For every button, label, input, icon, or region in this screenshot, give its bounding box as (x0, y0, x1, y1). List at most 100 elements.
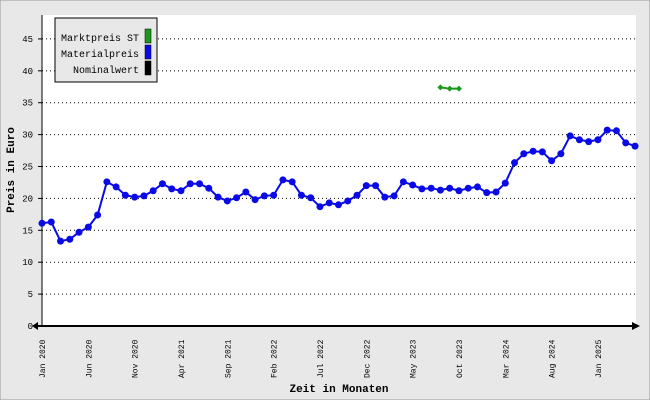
x-tick-label: Jan 2025 (595, 339, 604, 378)
marker (131, 193, 139, 201)
marker (603, 126, 611, 134)
marker (186, 180, 194, 188)
marker (455, 187, 463, 195)
x-tick-label: Oct 2023 (456, 339, 465, 378)
marker (214, 193, 222, 201)
marker (149, 187, 157, 195)
y-tick-label: 15 (22, 226, 33, 236)
x-tick-label: Jul 2022 (317, 339, 326, 378)
marker (362, 182, 370, 190)
marker (260, 192, 268, 200)
x-tick-label: May 2023 (410, 339, 419, 378)
marker (196, 180, 204, 188)
marker (612, 127, 620, 135)
marker (446, 184, 454, 192)
x-axis-label: Zeit in Monaten (289, 384, 388, 396)
axis-arrow (32, 322, 38, 330)
marker (538, 148, 546, 156)
y-tick-label: 0 (28, 322, 33, 332)
marker (409, 181, 417, 189)
plot (38, 38, 639, 295)
marker (372, 182, 380, 190)
marker (177, 187, 185, 195)
y-tick-label: 45 (22, 35, 33, 45)
y-tick-label: 20 (22, 194, 33, 204)
marker (399, 178, 407, 186)
marker (622, 139, 630, 147)
marker (436, 186, 444, 194)
marker (121, 191, 129, 199)
x-tick-label: Feb 2022 (271, 339, 280, 378)
y-axis-label: Preis in Euro (6, 127, 18, 213)
y-tick-label: 30 (22, 131, 33, 141)
marker (242, 188, 250, 196)
marker (57, 237, 65, 245)
x-tick-label: Jan 2020 (39, 339, 48, 378)
marker (279, 176, 287, 184)
marker (557, 150, 565, 158)
marker (316, 203, 324, 211)
legend-label: Materialpreis (61, 49, 139, 61)
marker (66, 235, 74, 243)
marker (464, 184, 472, 192)
marker (205, 184, 213, 192)
x-tick-label: Aug 2024 (549, 339, 558, 378)
legend-swatch (144, 28, 152, 44)
marker (492, 188, 500, 196)
marker (520, 150, 528, 158)
marker (501, 179, 509, 187)
marker (103, 178, 111, 186)
marker (288, 178, 296, 186)
marker (297, 191, 305, 199)
axis-arrow (632, 322, 640, 330)
x-tick-label: Mar 2024 (502, 339, 511, 378)
legend (54, 17, 158, 83)
marker (94, 211, 102, 219)
marker (427, 184, 435, 192)
marker (548, 157, 556, 165)
marker (223, 197, 231, 205)
y-tick-label: 40 (22, 67, 33, 77)
legend-items: Marktpreis ST Materialpreis Nominalwert (61, 28, 152, 77)
y-tick-label: 35 (22, 99, 33, 109)
marker (455, 85, 462, 92)
legend-swatch (144, 44, 152, 60)
legend-swatch (144, 60, 152, 76)
marker (38, 219, 46, 227)
marker (566, 132, 574, 140)
legend-label: Nominalwert (73, 65, 139, 77)
marker (47, 218, 55, 226)
marker (353, 191, 361, 199)
marker (446, 85, 453, 92)
y-tick-label: 25 (22, 163, 33, 173)
marker (529, 147, 537, 155)
y-tick-label: 5 (28, 290, 33, 300)
marker (631, 142, 639, 150)
marker (270, 191, 278, 199)
x-tick-label: Nov 2020 (132, 339, 141, 378)
marker (75, 228, 83, 236)
marker (112, 183, 120, 191)
x-tick-label: Apr 2021 (178, 339, 187, 378)
marker (335, 201, 342, 209)
marker (84, 223, 92, 231)
marker (483, 189, 491, 197)
legend-label: Marktpreis ST (61, 33, 139, 45)
marker (473, 183, 481, 191)
marker (511, 159, 519, 167)
marker (251, 196, 259, 204)
marker (437, 84, 444, 91)
x-tick-label: Dec 2022 (363, 339, 372, 378)
marker (325, 199, 333, 207)
marker (344, 197, 352, 205)
x-tick-label: Sep 2021 (224, 339, 233, 378)
marker (585, 138, 593, 146)
x-tick-label: Jun 2020 (85, 339, 94, 378)
marker (418, 185, 426, 193)
marker (168, 185, 176, 193)
marker (233, 194, 241, 202)
marker (381, 193, 389, 201)
marker (307, 194, 315, 202)
marker (594, 136, 602, 144)
